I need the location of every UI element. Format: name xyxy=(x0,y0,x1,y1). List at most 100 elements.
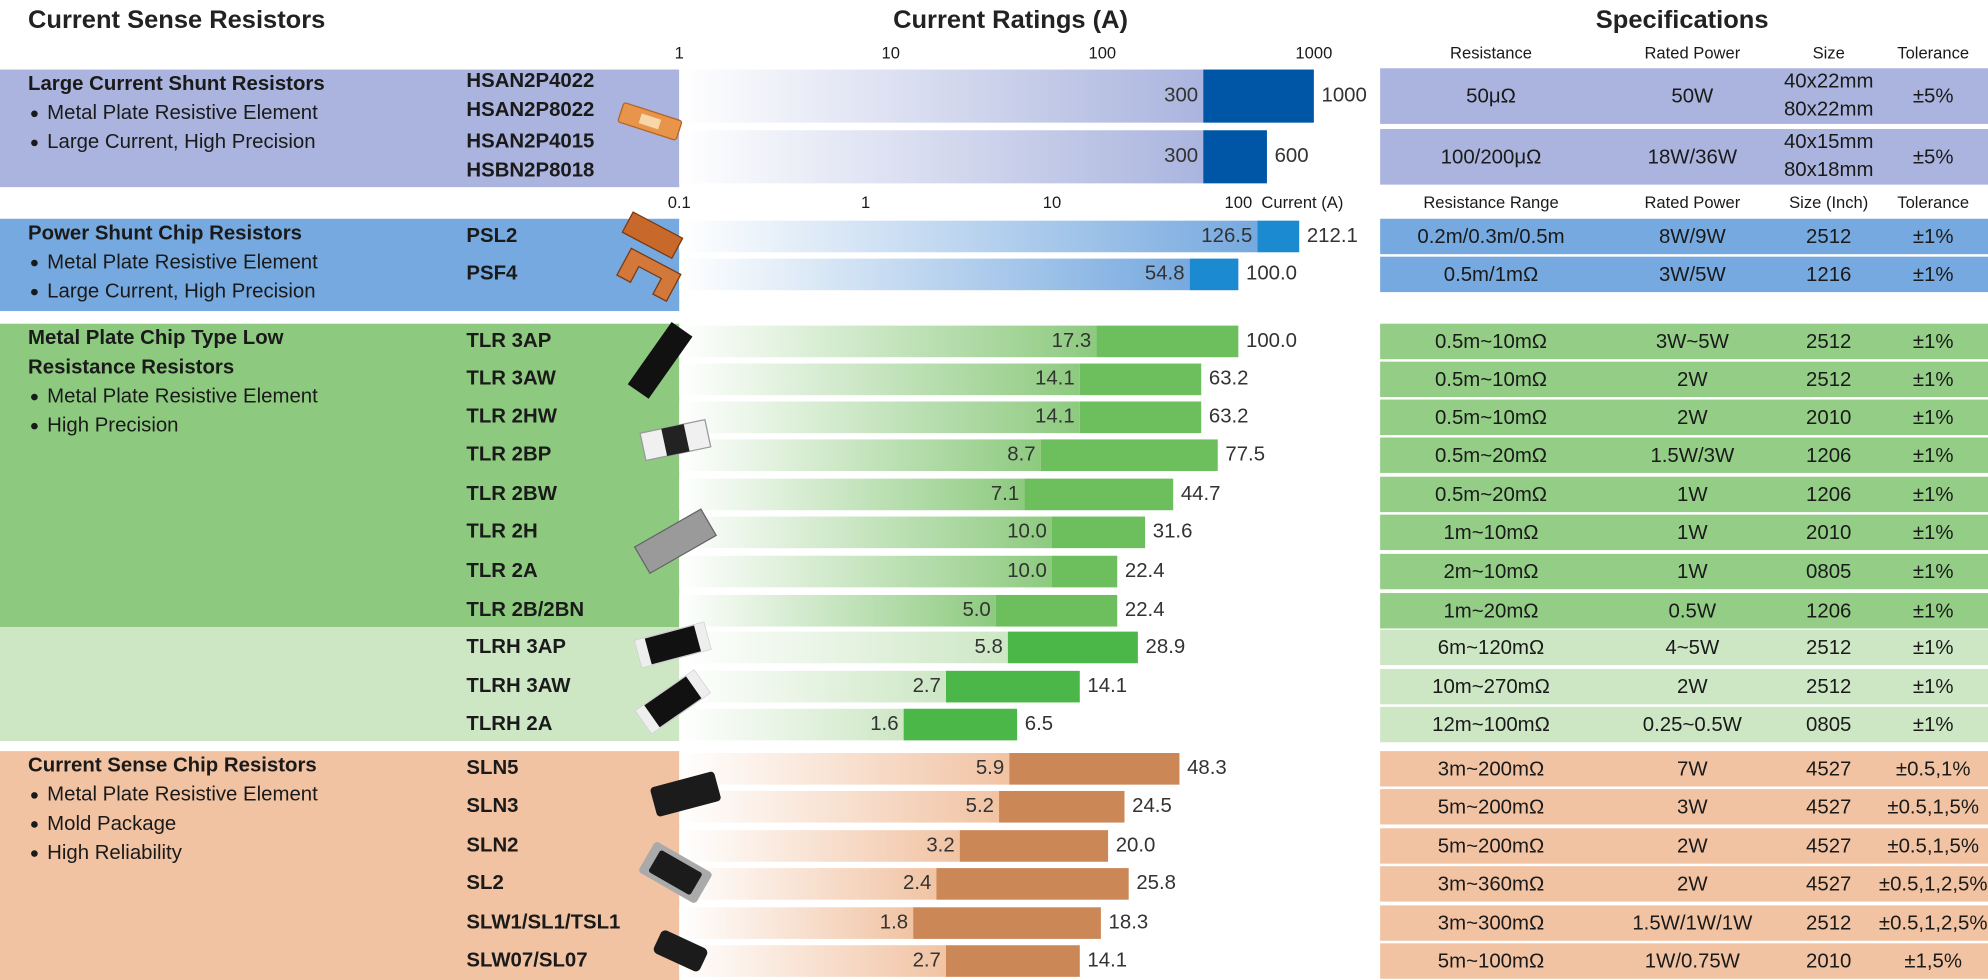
bar-high xyxy=(1080,364,1201,396)
group-bullet: Large Current, High Precision xyxy=(47,131,315,153)
spec-value: 1W xyxy=(1677,522,1708,544)
spec-value: ±1% xyxy=(1913,637,1954,659)
spec-value: 2010 xyxy=(1806,522,1851,544)
spec-value: 4527 xyxy=(1806,874,1851,896)
product-name: HSBN2P8018 xyxy=(466,160,594,182)
spec-value: 50W xyxy=(1671,86,1714,108)
bar-low xyxy=(679,364,1080,396)
bar-low xyxy=(679,671,946,703)
value-label-high: 100.0 xyxy=(1246,263,1297,285)
spec-value: 2512 xyxy=(1806,226,1851,248)
value-label-low: 2.4 xyxy=(903,872,931,894)
bar-high xyxy=(946,945,1080,977)
value-label-low: 1.8 xyxy=(880,912,908,934)
value-label-low: 2.7 xyxy=(913,675,941,697)
spec-value: 3W/5W xyxy=(1659,264,1727,286)
spec-value: 0.25~0.5W xyxy=(1643,714,1743,736)
bar-high xyxy=(996,595,1117,627)
spec-value: 2W xyxy=(1677,676,1708,698)
spec-value: 3W xyxy=(1677,796,1708,818)
bar-low xyxy=(679,70,1203,123)
value-label-low: 5.8 xyxy=(974,636,1002,658)
spec-value: 0.5m~20mΩ xyxy=(1435,484,1547,506)
value-label-high: 212.1 xyxy=(1307,225,1358,247)
spec-value: 3m~360mΩ xyxy=(1438,874,1544,896)
value-label-low: 5.9 xyxy=(976,757,1004,779)
product-name: TLR 3AW xyxy=(466,368,556,390)
value-label-low: 3.2 xyxy=(926,834,954,856)
value-label-low: 126.5 xyxy=(1201,225,1252,247)
product-name: SLN5 xyxy=(466,757,518,779)
bar-low xyxy=(679,221,1257,253)
product-name: PSL2 xyxy=(466,225,517,247)
page: {"title": "Current Sense Resistors", "ch… xyxy=(0,0,1988,980)
spec-header: Rated Power xyxy=(1644,45,1740,63)
product-name: TLRH 3AW xyxy=(466,675,571,697)
spec-value: 2m~10mΩ xyxy=(1443,561,1538,583)
spec-value: ±1% xyxy=(1913,561,1954,583)
spec-value: 1216 xyxy=(1806,264,1851,286)
bullet xyxy=(31,423,38,430)
bar-low xyxy=(679,632,1008,664)
spec-value: ±0.5,1,5% xyxy=(1887,796,1979,818)
value-label-low: 5.0 xyxy=(962,599,990,621)
spec-value: ±1% xyxy=(1913,264,1954,286)
spec-value: 3m~200mΩ xyxy=(1438,758,1544,780)
bullet xyxy=(31,260,38,267)
spec-value: 1.5W/3W xyxy=(1650,445,1735,467)
bar-low xyxy=(679,945,946,977)
bullet xyxy=(31,850,38,857)
value-label-high: 63.2 xyxy=(1209,406,1249,428)
value-label-low: 2.7 xyxy=(913,949,941,971)
spec-value: 5m~200mΩ xyxy=(1438,796,1544,818)
product-name: PSF4 xyxy=(466,263,518,285)
bar-low xyxy=(679,479,1024,511)
product-name: HSAN2P4022 xyxy=(466,70,594,92)
bar-low xyxy=(679,868,936,900)
bar-high xyxy=(1041,439,1218,471)
spec-value: ±0.5,1,2,5% xyxy=(1879,874,1988,896)
spec-value: 1W xyxy=(1677,561,1708,583)
product-name: TLR 2BP xyxy=(466,444,551,466)
bullet xyxy=(31,792,38,799)
group-bullet: Mold Package xyxy=(47,813,176,835)
spec-value: ±5% xyxy=(1913,146,1954,168)
value-label-high: 14.1 xyxy=(1087,949,1127,971)
group-title: Metal Plate Chip Type Low xyxy=(28,327,284,349)
spec-value: 2010 xyxy=(1806,407,1851,429)
spec-value: ±0.5,1,5% xyxy=(1887,836,1979,858)
bar-high xyxy=(936,868,1128,900)
value-label-high: 1000 xyxy=(1322,85,1367,107)
bar-high xyxy=(1024,479,1173,511)
value-label-low: 1.6 xyxy=(870,713,898,735)
value-label-high: 20.0 xyxy=(1116,834,1156,856)
bar-low xyxy=(679,259,1189,291)
bar-high xyxy=(1203,70,1314,123)
bar-low xyxy=(679,130,1203,183)
spec-value: ±1% xyxy=(1913,600,1954,622)
value-label-high: 25.8 xyxy=(1136,872,1176,894)
value-label-high: 24.5 xyxy=(1132,795,1172,817)
bullet xyxy=(31,394,38,401)
x-tick-label: 10 xyxy=(1043,194,1061,212)
value-label-high: 28.9 xyxy=(1146,636,1186,658)
spec-header: Tolerance xyxy=(1897,194,1969,212)
group-title: Power Shunt Chip Resistors xyxy=(28,222,302,244)
value-label-low: 14.1 xyxy=(1035,368,1075,390)
bullet xyxy=(31,289,38,296)
spec-value: 80x22mm xyxy=(1784,98,1873,120)
product-name: SLN2 xyxy=(466,834,518,856)
spec-value: ±5% xyxy=(1913,86,1954,108)
value-label-low: 10.0 xyxy=(1007,560,1047,582)
x-tick-label: 1 xyxy=(675,45,684,63)
bar-low xyxy=(679,830,960,862)
value-label-high: 100.0 xyxy=(1246,330,1297,352)
group-bullet: High Reliability xyxy=(47,842,183,864)
spec-value: 2512 xyxy=(1806,369,1851,391)
value-label-low: 17.3 xyxy=(1052,330,1092,352)
spec-value: 3W~5W xyxy=(1656,331,1730,353)
spec-value: ±1% xyxy=(1913,369,1954,391)
spec-value: 4527 xyxy=(1806,796,1851,818)
value-label-high: 48.3 xyxy=(1187,757,1227,779)
product-name: TLR 2A xyxy=(466,560,538,582)
